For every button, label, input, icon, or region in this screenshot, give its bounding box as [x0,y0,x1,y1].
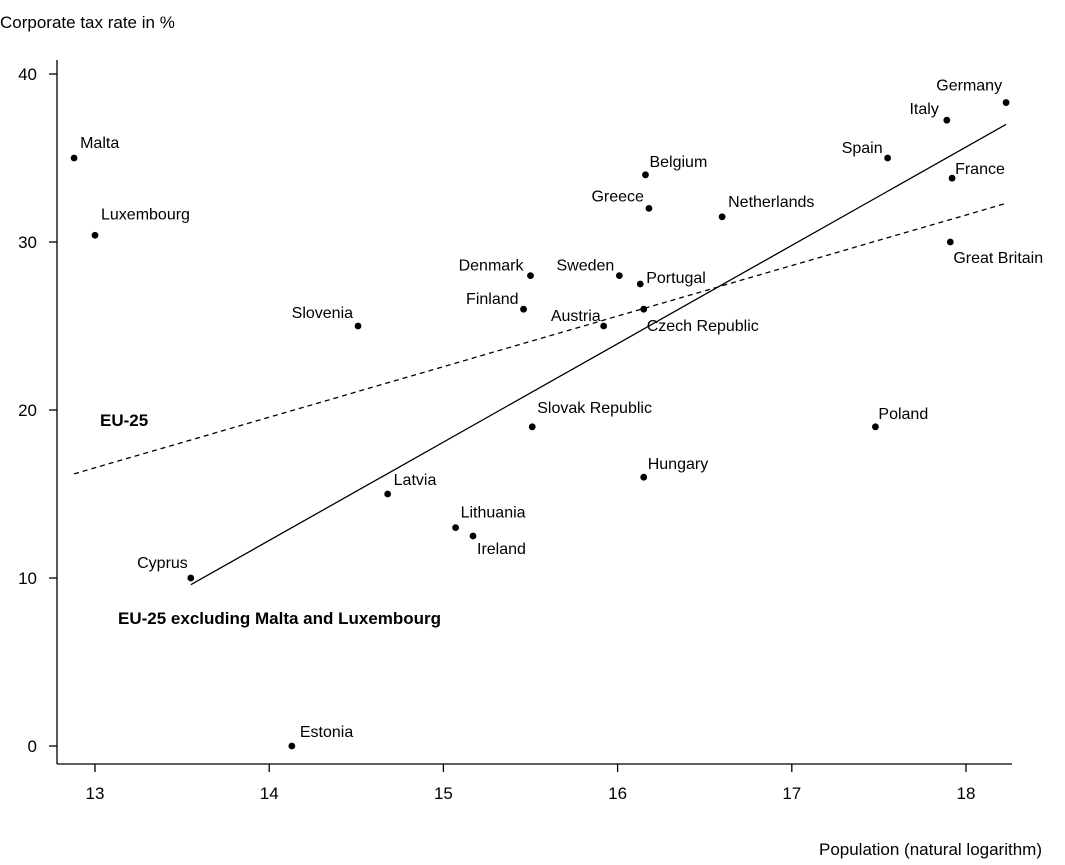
point-label: Portugal [646,270,706,287]
point-label: Malta [80,135,119,152]
fit-line-label: EU-25 [100,411,148,430]
point-label: Italy [909,101,938,118]
x-tick-label: 14 [260,784,279,803]
data-point [943,116,951,124]
data-point [354,322,362,330]
point-label: Sweden [557,258,615,275]
x-axis-title: Population (natural logarithm) [819,840,1042,859]
data-point [636,280,644,288]
point-label: Czech Republic [647,318,759,335]
data-point [645,205,653,212]
data-point [452,524,459,531]
data-point [642,171,649,179]
fit-lines: EU-25 EU-25 excluding Malta and Luxembour… [73,123,1007,628]
x-tick-label: 17 [782,784,801,803]
point-label: Great Britain [953,250,1043,267]
data-point [187,574,195,582]
data-point [640,305,648,313]
data-point [948,174,956,182]
data-point [527,272,534,279]
point-label: Greece [591,188,644,205]
y-tick-label: 20 [18,401,37,420]
data-point [1002,99,1010,106]
data-point [640,473,648,481]
data-point [70,154,78,162]
y-tick-label: 0 [28,737,37,756]
y-tick-label: 40 [18,65,37,84]
point-label: Latvia [394,472,437,489]
data-point [469,532,477,540]
point-label: Estonia [300,724,353,741]
point-label: Netherlands [728,194,814,211]
point-label: Luxembourg [101,206,190,223]
fit-line-label: EU-25 excluding Malta and Luxembourg [118,609,441,628]
point-label: Poland [878,406,928,423]
data-point [288,742,296,750]
point-label: France [955,161,1005,178]
data-points: Malta Luxembourg Cyprus Estonia Slovenia Latv… [70,78,1043,750]
data-point [884,154,892,162]
point-label: Austria [551,308,601,325]
point-label: Slovak Republic [537,400,652,417]
data-point [872,423,879,431]
point-label: Belgium [649,154,707,171]
fit-line [190,123,1007,586]
x-tick-label: 13 [86,784,105,803]
data-point [384,490,392,498]
point-label: Germany [936,78,1002,95]
data-point [91,231,99,239]
x-tick-label: 16 [608,784,627,803]
point-label: Finland [466,291,518,308]
data-point [600,322,608,330]
point-label: Ireland [477,541,526,558]
data-point [615,272,623,279]
x-tick-label: 18 [957,784,976,803]
point-label: Spain [842,140,883,157]
fit-line [73,202,1007,475]
point-label: Denmark [459,258,525,275]
data-point [946,238,954,246]
point-label: Lithuania [461,505,526,522]
y-axis-title: Corporate tax rate in % [0,13,175,32]
y-tick-label: 10 [18,569,37,588]
point-label: Hungary [648,456,708,473]
y-tick-label: 30 [18,233,37,252]
axes: 0 10 20 30 40 13 14 15 16 17 18 [18,60,1012,803]
point-label: Cyprus [137,555,188,572]
data-point [528,423,536,431]
point-label: Slovenia [292,305,353,322]
data-point [520,305,527,313]
data-point [718,213,726,221]
x-tick-label: 15 [434,784,453,803]
